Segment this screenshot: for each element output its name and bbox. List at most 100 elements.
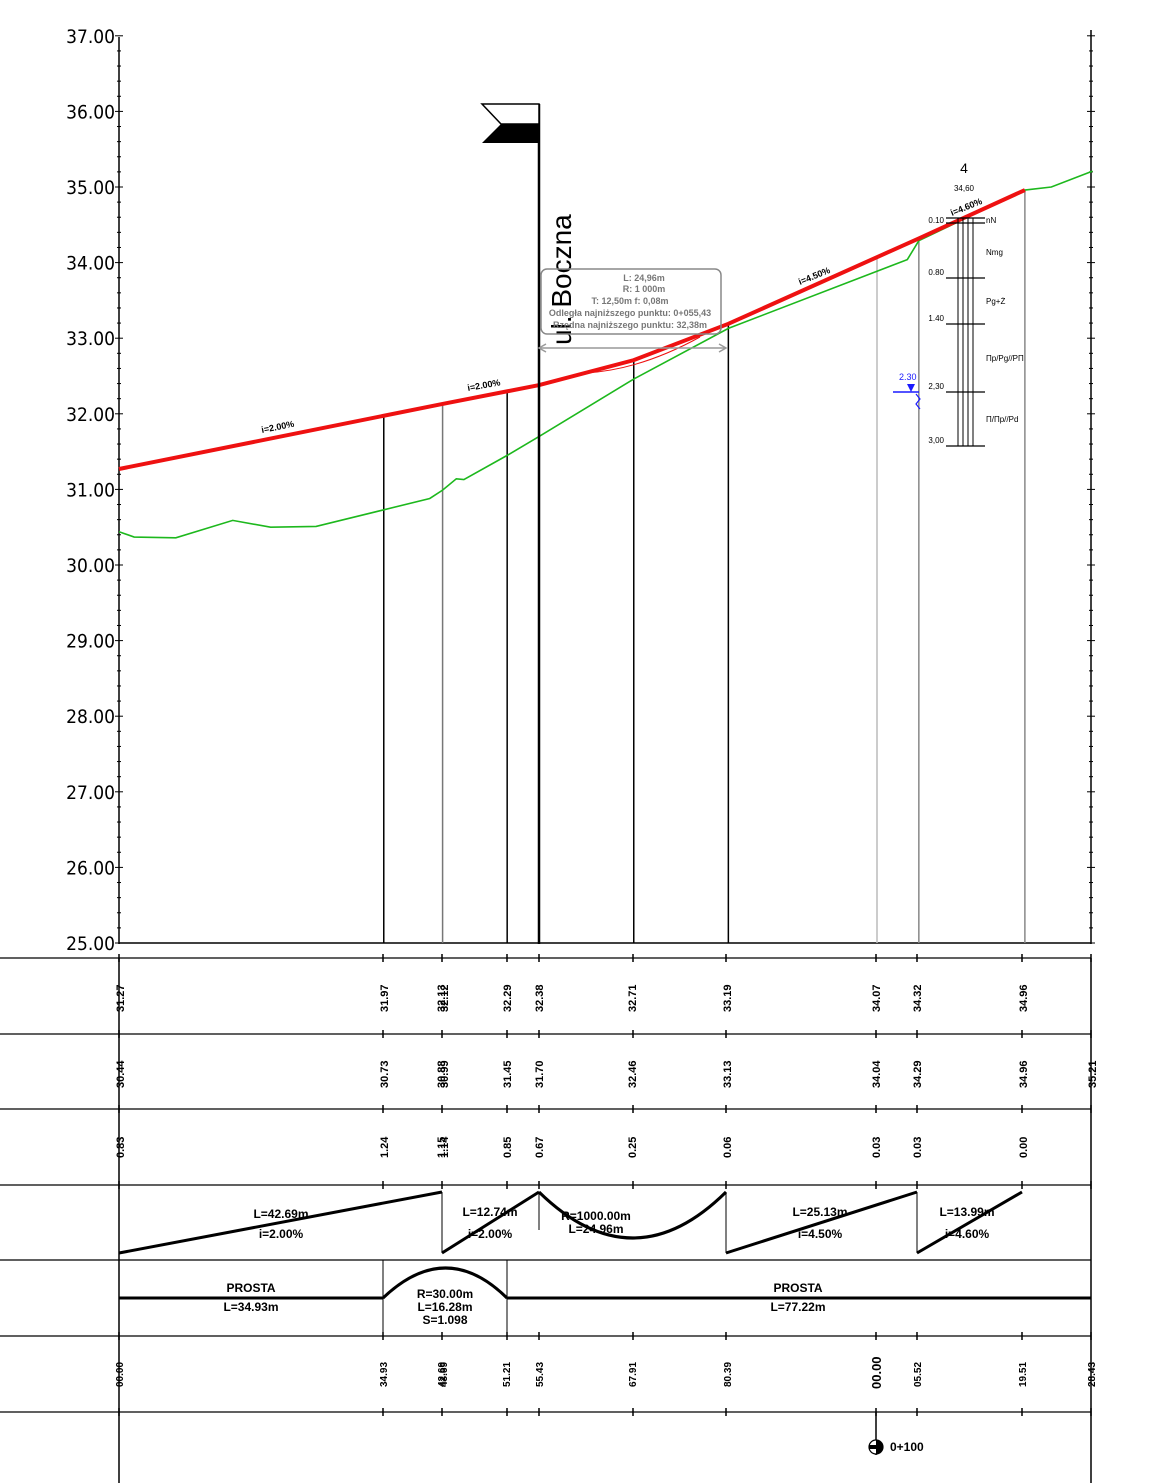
axis-tick-label: 28.00 [66, 706, 115, 728]
borehole-number: 4 [960, 160, 968, 176]
depth-label: 2,30 [928, 382, 944, 391]
curve-length: L: 24,96m [623, 273, 665, 283]
station-label: 00.00 [869, 1356, 884, 1389]
terrain-elevation: 30.88 [436, 1060, 448, 1088]
plan-element-length: L=77.22m [770, 1300, 825, 1314]
grade-slope: i=4.60% [945, 1227, 990, 1241]
design-elevation: 32.13 [436, 984, 448, 1012]
grade-length: L=42.69m [253, 1207, 308, 1221]
lowest-point-elevation: Rzędna najniższego punktu: 32,38m [553, 320, 707, 330]
design-line [118, 188, 1026, 471]
elevation-axis: 37.00 36.00 35.00 34.00 33.00 32.00 31.00 30.00… [66, 26, 123, 955]
borehole-top-elevation: 34,60 [954, 184, 975, 193]
terrain-elevation: 30.99 [439, 1060, 451, 1088]
cut-fill-height: 1.14 [439, 1136, 451, 1158]
axis-tick-label: 33.00 [66, 328, 115, 350]
terrain-elevation: 32.46 [627, 1060, 639, 1088]
cut-fill-height: 1.24 [379, 1136, 391, 1158]
plan-curve-radius: R=30.00m [417, 1287, 473, 1301]
design-elevation: 31.97 [379, 984, 391, 1012]
axis-tick-label: 34.00 [66, 253, 115, 275]
station-label: 67.91 [628, 1362, 639, 1387]
station-label: 43.69 [439, 1362, 450, 1387]
axis-tick-label: 29.00 [66, 631, 115, 653]
station-label: 55.43 [535, 1362, 546, 1387]
axis-tick-label: 37.00 [66, 26, 115, 48]
cut-fill-height: 0.03 [871, 1137, 883, 1158]
grade-length: L=13.99m [939, 1205, 994, 1219]
depth-label: 0.80 [928, 268, 944, 277]
station-label: 51.21 [502, 1362, 513, 1387]
plan-row: PROSTA L=34.93m R=30.00m L=16.28m S=1.09… [119, 1260, 1091, 1336]
grade-row: L=42.69m i=2.00% L=12.74m i=2.00% R=1000… [118, 1190, 1023, 1255]
curve-tangent: T: 12,50m f: 0,08m [591, 296, 668, 306]
borehole-log: 4 34,60 0.10 0.80 1.40 2,30 3,00 nN Nmg … [893, 160, 1024, 447]
slope-label: i=2.00% [260, 419, 295, 435]
terrain-elevation: 31.45 [502, 1060, 514, 1088]
terrain-elevation: 34.96 [1018, 1060, 1030, 1088]
terrain-elevation: 30.73 [379, 1060, 391, 1088]
grade-slope: i=2.00% [468, 1227, 513, 1241]
km-marker: 0+100 [868, 1412, 924, 1455]
grade-slope: i=2.00% [259, 1227, 304, 1241]
km-label: 0+100 [890, 1440, 924, 1454]
plan-curve-length: L=16.28m [417, 1300, 472, 1314]
curve-radius: R: 1 000m [623, 284, 666, 294]
slope-label: i=2.00% [467, 377, 502, 393]
vertical-curve-box: L: 24,96m R: 1 000m T: 12,50m f: 0,08m O… [537, 268, 728, 353]
cut-fill-height: 0.03 [912, 1137, 924, 1158]
design-elevation: 32.38 [534, 984, 546, 1012]
axis-tick-label: 27.00 [66, 782, 115, 804]
station-label: 05.52 [913, 1362, 924, 1387]
cut-fill-height: 0.06 [722, 1137, 734, 1158]
cut-fill-height: 1.15 [436, 1137, 448, 1158]
plan-element-type: PROSTA [773, 1281, 822, 1295]
soil-label: Nmg [986, 248, 1003, 257]
axis-tick-label: 32.00 [66, 404, 115, 426]
cut-fill-height: 0.67 [534, 1137, 546, 1158]
axis-tick-label: 36.00 [66, 101, 115, 123]
station-label: 80.39 [723, 1362, 734, 1387]
street-flag-marker [480, 103, 541, 944]
station-label: 00.00 [115, 1362, 126, 1387]
depth-label: 3,00 [928, 436, 944, 445]
grade-length: L=25.13m [792, 1205, 847, 1219]
terrain-line [118, 170, 1093, 539]
grade-slope: i=4.50% [798, 1227, 843, 1241]
axis-tick-label: 30.00 [66, 555, 115, 577]
soil-label: П/Пp//Pd [986, 415, 1018, 424]
design-elevation: 34.32 [912, 984, 924, 1012]
station-label: 42.69 [437, 1362, 448, 1387]
plan-element-length: L=34.93m [223, 1300, 278, 1314]
axis-tick-label: 25.00 [66, 933, 115, 955]
data-table: 31.27 31.97 32.13 32.12 32.29 32.38 32.7… [0, 954, 1099, 1483]
design-elevation: 34.07 [871, 984, 883, 1012]
terrain-elevation: 34.04 [871, 1060, 883, 1088]
soil-label: Pg+Ż [986, 297, 1005, 306]
station-label: 34.93 [379, 1362, 390, 1387]
station-label: 19.51 [1018, 1362, 1029, 1387]
curve-radius-label: R=1000.00m [561, 1209, 631, 1223]
axis-tick-label: 35.00 [66, 177, 115, 199]
street-name: ul. Boczna [546, 214, 577, 345]
vertical-curve-thin [584, 336, 701, 374]
cut-fill-height: 0.25 [627, 1137, 639, 1158]
design-elevation: 34.96 [1018, 984, 1030, 1012]
terrain-elevation: 31.70 [534, 1060, 546, 1088]
terrain-elevation: 30.44 [115, 1060, 127, 1088]
plan-curve-arrow: S=1.098 [422, 1313, 467, 1327]
design-elevation: 33.19 [722, 984, 734, 1012]
cut-fill-height: 0.85 [502, 1137, 514, 1158]
depth-label: 1.40 [928, 314, 944, 323]
axis-tick-label: 26.00 [66, 857, 115, 879]
station-label: 28.43 [1087, 1362, 1098, 1387]
design-elevation: 32.12 [439, 984, 451, 1012]
curve-length-label: L=24.96m [568, 1222, 623, 1236]
terrain-elevation: 34.29 [912, 1060, 924, 1088]
grade-length: L=12.74m [462, 1205, 517, 1219]
design-elevation: 32.29 [502, 984, 514, 1012]
cut-fill-height: 0.83 [115, 1137, 127, 1158]
station-lines [383, 190, 1026, 943]
design-elevation: 31.27 [115, 984, 127, 1012]
